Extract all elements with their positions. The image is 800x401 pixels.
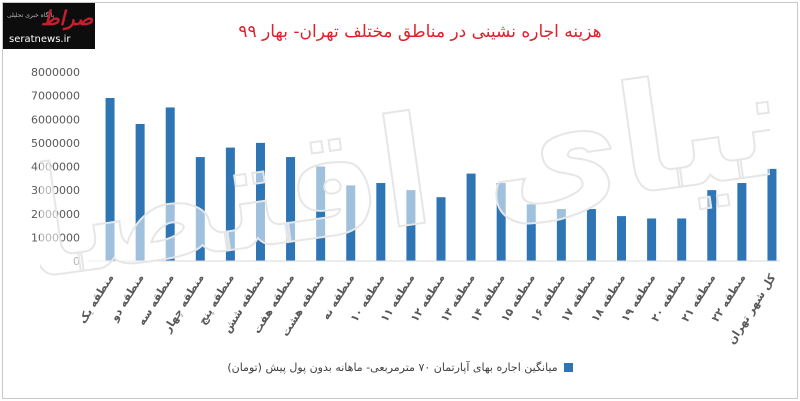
chart-legend: میانگین اجاره بهای آپارتمان ۷۰ مترمربعی-…	[150, 357, 650, 377]
y-axis: 0 1000000 2000000 3000000 4000000 5000000 6000…	[31, 66, 80, 268]
y-tick-label: 1000000	[31, 231, 80, 244]
bar	[105, 97, 115, 261]
site-logo[interactable]: پایگاه خبری تحلیلی صراط seratnews.ir	[3, 3, 95, 49]
bar	[737, 183, 747, 261]
bar	[617, 216, 627, 261]
legend-swatch	[563, 362, 573, 372]
bar	[586, 209, 596, 261]
logo-mark: صراط	[41, 6, 94, 30]
bar	[255, 142, 265, 261]
y-tick-label: 0	[73, 255, 80, 268]
bar	[286, 157, 296, 261]
bar	[526, 204, 536, 261]
bar	[496, 183, 506, 261]
bar	[466, 173, 476, 261]
bar	[165, 107, 175, 261]
logo-url: seratnews.ir	[9, 34, 71, 45]
bar	[346, 185, 356, 261]
bar	[556, 209, 566, 261]
bar	[376, 183, 386, 261]
y-tick-label: 5000000	[31, 137, 80, 150]
y-tick-label: 2000000	[31, 208, 80, 221]
legend-label: میانگین اجاره بهای آپارتمان ۷۰ مترمربعی-…	[227, 360, 558, 374]
y-tick-label: 6000000	[31, 113, 80, 126]
bar	[436, 197, 446, 261]
bar	[767, 168, 777, 261]
bar	[316, 166, 326, 261]
bar	[406, 190, 416, 261]
y-tick-label: 8000000	[31, 66, 80, 79]
bar	[677, 218, 687, 261]
bar	[195, 157, 205, 261]
bar	[135, 123, 145, 261]
y-tick-label: 7000000	[31, 90, 80, 103]
logo-subtitle: پایگاه خبری تحلیلی	[7, 12, 55, 19]
chart-title: هزینه اجاره نشینی در مناطق مختلف تهران- …	[238, 22, 602, 42]
y-tick-label: 3000000	[31, 184, 80, 197]
bar	[707, 190, 717, 261]
bar	[225, 147, 235, 261]
bars	[105, 97, 777, 261]
bar	[647, 218, 657, 261]
y-tick-label: 4000000	[31, 161, 80, 174]
